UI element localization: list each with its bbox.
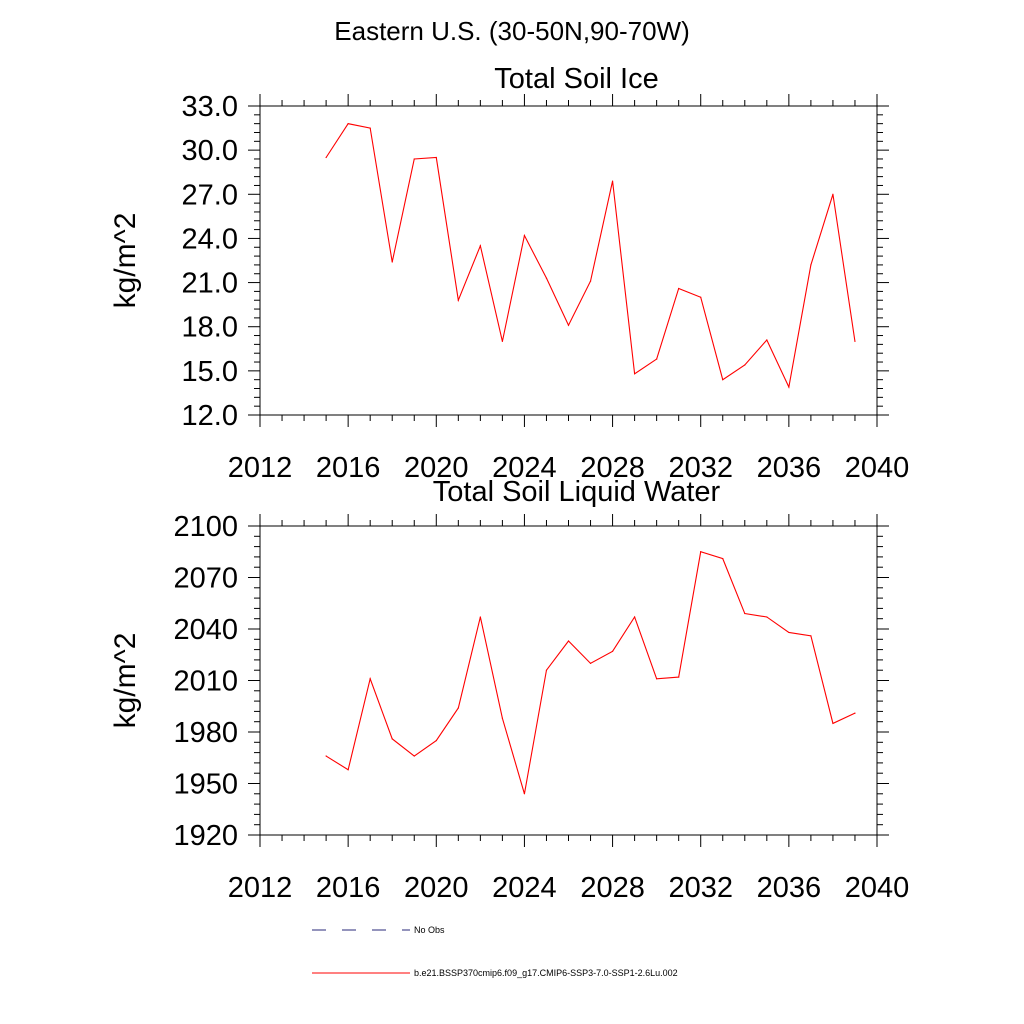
data-point [369, 127, 371, 129]
data-point [766, 339, 768, 341]
data-point [457, 299, 459, 301]
data-point [347, 769, 349, 771]
data-point [391, 261, 393, 263]
data-point [501, 717, 503, 719]
data-point [656, 678, 658, 680]
data-point [744, 364, 746, 366]
data-point [413, 755, 415, 757]
data-point [325, 156, 327, 159]
y-tick-label: 27.0 [182, 179, 238, 211]
data-point [678, 287, 680, 290]
data-point [369, 678, 371, 680]
panel-total-soil-liquid-water: Total Soil Liquid Water kg/m^2 2012 2016 202… [109, 476, 909, 904]
data-point [788, 631, 790, 634]
data-point [854, 712, 856, 714]
data-point [435, 156, 437, 159]
data-point [744, 612, 746, 615]
y-tick-label: 2070 [173, 563, 238, 595]
data-point [435, 739, 437, 742]
x-tick-label: 2032 [668, 872, 733, 904]
data-point [545, 277, 548, 279]
legend: No Obs b.e21.BSSP370cmip6.f09_g17.CMIP6-… [312, 925, 678, 978]
x-tick-label: 2032 [668, 452, 733, 484]
x-tick-label: 2020 [404, 872, 469, 904]
x-tick-label: 2024 [492, 452, 557, 484]
data-point [545, 669, 548, 671]
data-point [832, 722, 834, 725]
y-axis-label: kg/m^2 [109, 633, 142, 729]
panel-title: Total Soil Ice [494, 63, 658, 95]
data-point [567, 640, 570, 642]
data-point [700, 296, 702, 298]
x-tick-label: 2012 [228, 872, 293, 904]
data-point [854, 340, 856, 343]
series-line [325, 123, 856, 389]
data-point [479, 616, 481, 618]
x-tick-label: 2040 [845, 452, 910, 484]
x-tick-label: 2036 [757, 452, 822, 484]
data-point [347, 123, 349, 125]
x-tick-label: 2024 [492, 872, 557, 904]
x-tick-label: 2020 [404, 452, 469, 484]
data-point [722, 558, 724, 560]
y-tick-label: 18.0 [182, 312, 238, 344]
data-point [634, 373, 636, 375]
data-point [391, 738, 393, 740]
data-point [611, 180, 614, 182]
x-tick-label: 2016 [316, 872, 381, 904]
x-tick-label: 2028 [580, 872, 645, 904]
data-point [700, 551, 702, 553]
y-tick-label: 33.0 [182, 91, 238, 123]
data-point [722, 379, 724, 381]
y-tick-label: 12.0 [182, 400, 238, 432]
panel-title: Total Soil Liquid Water [433, 476, 721, 508]
data-point [810, 635, 812, 637]
data-point [810, 264, 812, 266]
data-point [766, 616, 768, 618]
y-tick-label: 21.0 [182, 268, 238, 300]
data-point [523, 793, 526, 795]
data-point [567, 324, 570, 326]
data-point [611, 650, 614, 652]
x-tick-label: 2036 [757, 872, 822, 904]
data-point [325, 755, 327, 757]
data-point [479, 245, 481, 247]
y-tick-label: 2010 [173, 666, 238, 698]
x-tick-label: 2016 [316, 452, 381, 484]
data-point [788, 386, 790, 388]
y-tick-label: 2100 [173, 511, 238, 543]
data-point [678, 676, 680, 678]
panel-total-soil-ice: Total Soil Ice kg/m^2 2012 2016 2020 2024 2028… [109, 63, 909, 484]
data-point [832, 193, 834, 195]
data-point [634, 616, 636, 618]
y-tick-label: 30.0 [182, 135, 238, 167]
series-line [325, 551, 856, 794]
x-tick-label: 2012 [228, 452, 293, 484]
figure-supertitle: Eastern U.S. (30-50N,90-70W) [334, 16, 690, 46]
data-point [589, 280, 592, 282]
y-tick-label: 15.0 [182, 356, 238, 388]
y-tick-label: 1980 [173, 717, 238, 749]
y-tick-label: 2040 [173, 614, 238, 646]
data-point [589, 662, 592, 664]
data-point [457, 707, 459, 709]
plot-frame [259, 105, 878, 416]
legend-label-no-obs: No Obs [414, 925, 445, 935]
data-point [501, 340, 503, 343]
y-tick-label: 1950 [173, 769, 238, 801]
data-point [413, 158, 415, 160]
data-point [656, 358, 658, 360]
legend-label-model-run: b.e21.BSSP370cmip6.f09_g17.CMIP6-SSP3-7.… [414, 968, 678, 978]
y-tick-label: 1920 [173, 820, 238, 852]
x-tick-label: 2040 [845, 872, 910, 904]
data-point [523, 234, 526, 237]
plot-frame [259, 525, 878, 836]
x-tick-label: 2028 [580, 452, 645, 484]
y-axis-label: kg/m^2 [109, 213, 142, 309]
y-tick-label: 24.0 [182, 223, 238, 255]
